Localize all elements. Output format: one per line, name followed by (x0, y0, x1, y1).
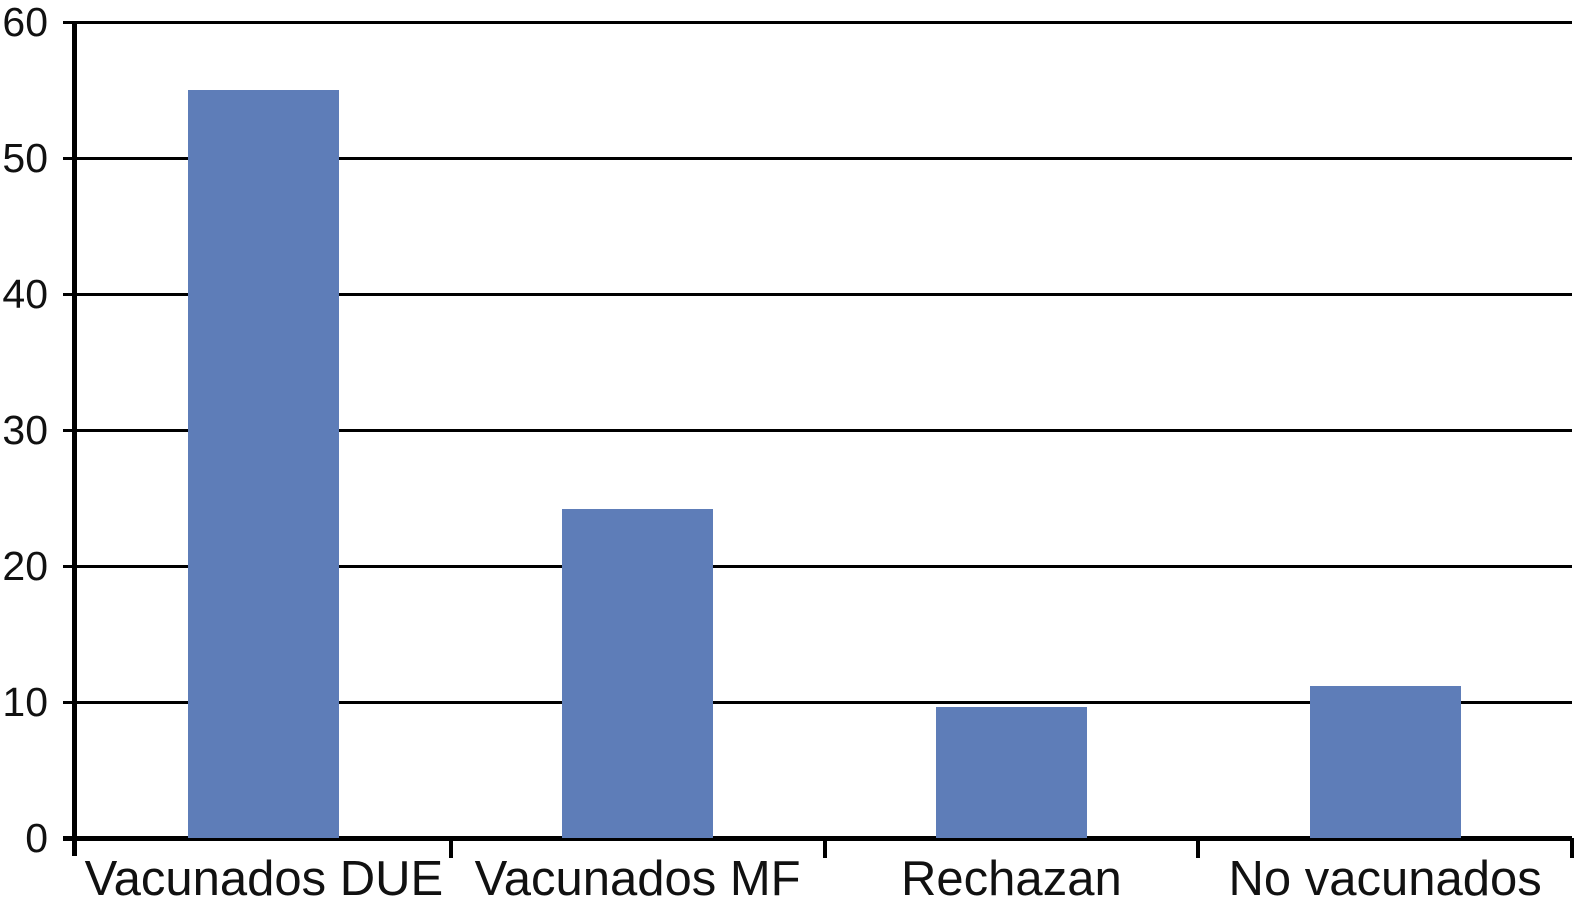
bar-no-vacunados (1309, 685, 1461, 838)
gridline (63, 20, 1572, 24)
x-axis-tick (822, 838, 827, 858)
gridline (63, 428, 1572, 432)
y-tick-label: 20 (2, 543, 48, 589)
x-category-label: No vacunados (1228, 852, 1542, 906)
x-axis-tick (1196, 838, 1201, 858)
y-tick-label: 0 (25, 815, 48, 861)
x-category-label: Rechazan (901, 852, 1122, 906)
y-axis-labels: 0 10 20 30 40 50 60 (0, 0, 48, 860)
y-tick-label: 50 (2, 135, 48, 181)
x-axis-labels: Vacunados DUE Vacunados MF Rechazan No vacu… (77, 854, 1572, 910)
gridline (63, 156, 1572, 160)
gridline (63, 564, 1572, 568)
y-tick-label: 10 (2, 679, 48, 725)
x-axis-line (63, 835, 1572, 841)
bar-vacunados-due (188, 90, 340, 838)
x-category-label: Vacunados DUE (84, 852, 444, 906)
gridline (63, 292, 1572, 296)
y-tick-label: 30 (2, 407, 48, 453)
y-axis-line (72, 22, 77, 856)
x-axis-tick (1570, 838, 1574, 858)
x-axis-tick (448, 838, 453, 858)
y-tick-label: 60 (2, 0, 48, 45)
plot-area (63, 20, 1574, 858)
gridline (63, 700, 1572, 704)
y-tick-label: 40 (2, 271, 48, 317)
x-category-label: Vacunados MF (474, 852, 801, 906)
bar-vacunados-mf (562, 508, 714, 838)
bar-rechazan (935, 707, 1087, 838)
